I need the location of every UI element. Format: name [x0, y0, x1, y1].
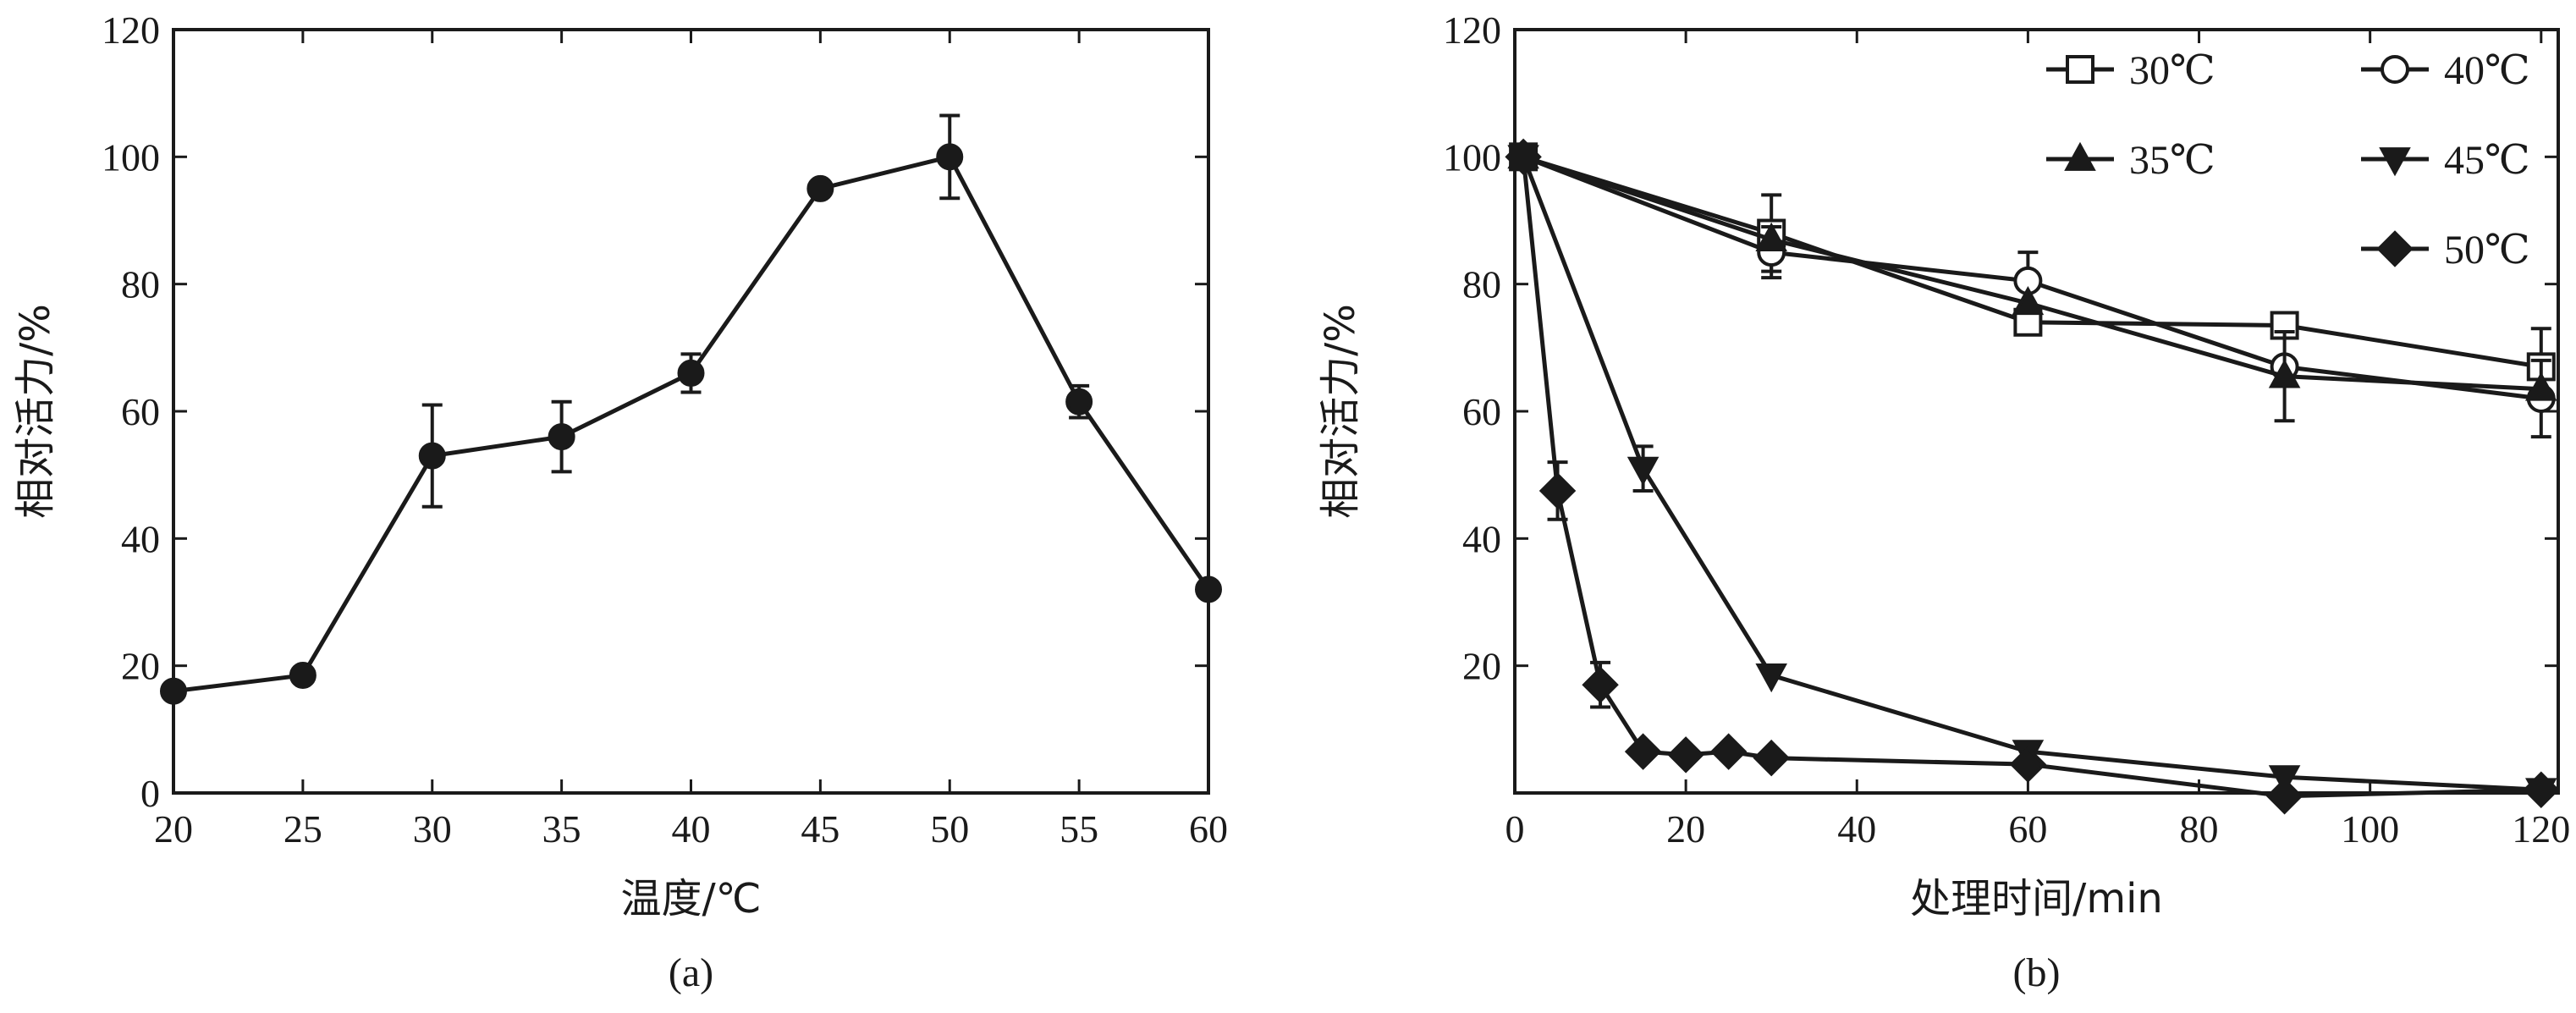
data-point [1582, 666, 1619, 703]
legend-item: 30℃ [2046, 48, 2215, 93]
x-tick-label: 30 [413, 807, 452, 851]
x-tick-label: 35 [542, 807, 581, 851]
data-point [806, 174, 834, 202]
legend: 30℃ 40℃ 35℃ 45℃ 50℃ [2046, 48, 2530, 273]
data-point [160, 677, 187, 705]
data-point [2523, 771, 2560, 808]
data-point [1753, 739, 1790, 777]
data-point [1755, 663, 1787, 693]
data-point [289, 661, 316, 689]
legend-label: 35℃ [2129, 138, 2215, 183]
panel-caption: (a) [669, 950, 713, 995]
y-tick-label: 80 [1462, 263, 1501, 306]
data-point [2012, 285, 2045, 316]
series-line [1521, 156, 2541, 792]
y-tick-label: 60 [121, 390, 160, 433]
legend-item: 40℃ [2361, 48, 2530, 93]
data-point [2265, 778, 2304, 815]
data-point [1195, 575, 1222, 603]
legend-label: 50℃ [2444, 228, 2530, 273]
legend-item: 45℃ [2361, 138, 2530, 183]
data-point [1709, 733, 1748, 770]
legend-marker [2066, 55, 2094, 84]
data-point [548, 423, 575, 451]
x-tick-label: 80 [2180, 807, 2219, 851]
data-point [1505, 138, 1542, 176]
data-point [1755, 222, 1787, 251]
data-point [2525, 372, 2557, 401]
x-tick-label: 55 [1060, 807, 1098, 851]
data-point [418, 442, 446, 470]
legend-marker [2381, 55, 2409, 84]
legend-label: 40℃ [2444, 48, 2530, 93]
y-axis-label: 相对活力/% [1317, 304, 1364, 519]
data-point [1538, 472, 1577, 509]
series-40℃ [1509, 142, 2556, 439]
data-point [1627, 456, 1660, 486]
y-tick-label: 100 [1443, 135, 1501, 179]
y-tick-label: 60 [1462, 390, 1501, 433]
x-axis-label: 处理时间/min [1910, 875, 2163, 922]
legend-label: 30℃ [2129, 48, 2215, 93]
x-tick-label: 20 [154, 807, 193, 851]
y-tick-label: 20 [1462, 645, 1501, 688]
data-point [1624, 733, 1662, 770]
legend-item: 50℃ [2361, 228, 2530, 273]
data-point [1065, 388, 1093, 416]
plot-frame [172, 28, 1210, 795]
y-tick-label: 100 [102, 135, 160, 179]
series-line [173, 154, 1211, 694]
chart-panel-b: 0 20 40 60 80 100 120 20 40 60 80 100 120 处理时间/min 相对活… [1317, 8, 2570, 995]
y-tick-label: 40 [121, 517, 160, 560]
chart-panel-a: 20 25 30 35 40 45 50 55 60020406080100120温度/℃相对活… [12, 8, 1228, 995]
data-point [2009, 746, 2047, 783]
x-axis-label: 温度/℃ [620, 875, 761, 922]
series-line [1521, 157, 2541, 799]
data-point [1667, 736, 1704, 774]
y-tick-label: 120 [102, 8, 160, 52]
x-tick-label: 50 [930, 807, 969, 851]
x-tick-label: 40 [672, 807, 711, 851]
y-tick-label: 120 [1443, 8, 1501, 52]
legend-marker [2376, 230, 2414, 267]
x-tick-label: 120 [2512, 807, 2570, 851]
series-main [160, 113, 1222, 705]
y-tick-label: 80 [121, 263, 160, 306]
plot-frame [1513, 28, 2560, 795]
panel-caption: (b) [2013, 950, 2061, 995]
x-tick-label: 45 [801, 807, 839, 851]
legend-marker [2379, 147, 2411, 177]
x-tick-label: 0 [1505, 807, 1525, 851]
legend-label: 45℃ [2444, 138, 2530, 183]
legend-item: 35℃ [2046, 138, 2215, 183]
y-axis-label: 相对活力/% [12, 304, 59, 519]
x-tick-label: 20 [1666, 807, 1705, 851]
x-tick-label: 60 [1189, 807, 1228, 851]
x-tick-label: 100 [2341, 807, 2399, 851]
data-point [2268, 359, 2301, 388]
data-point [677, 359, 705, 387]
x-tick-label: 25 [283, 807, 322, 851]
legend-marker [2064, 141, 2096, 171]
x-tick-label: 60 [2008, 807, 2047, 851]
y-tick-label: 0 [140, 772, 160, 815]
series-50℃ [1505, 138, 2560, 815]
data-point [936, 143, 964, 171]
x-tick-label: 40 [1837, 807, 1876, 851]
y-tick-label: 20 [121, 645, 160, 688]
y-tick-label: 40 [1462, 517, 1501, 560]
